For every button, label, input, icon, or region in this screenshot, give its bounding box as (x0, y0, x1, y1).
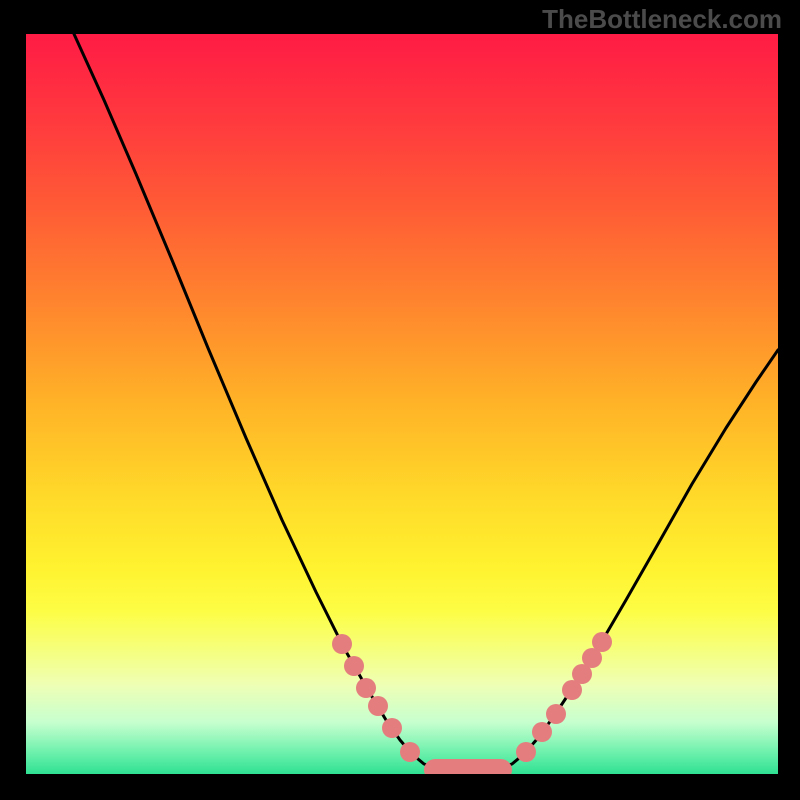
data-marker (332, 634, 352, 654)
data-marker (516, 742, 536, 762)
valley-capsule (424, 759, 512, 774)
watermark-text: TheBottleneck.com (542, 4, 782, 35)
data-marker (532, 722, 552, 742)
chart-svg (26, 34, 778, 774)
plot-area (26, 34, 778, 774)
data-marker (344, 656, 364, 676)
data-marker (368, 696, 388, 716)
data-marker (382, 718, 402, 738)
data-marker (546, 704, 566, 724)
data-marker (592, 632, 612, 652)
data-marker (356, 678, 376, 698)
data-marker (400, 742, 420, 762)
gradient-background (26, 34, 778, 774)
